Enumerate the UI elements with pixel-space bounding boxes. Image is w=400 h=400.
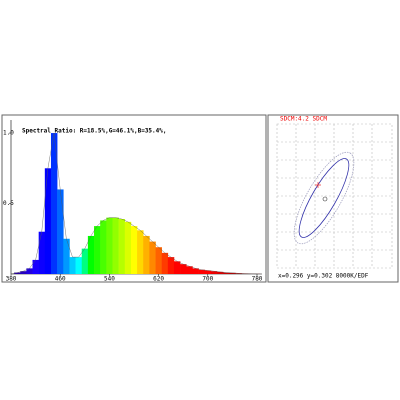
spectrum-bar [38,231,46,274]
spectrum-bar [63,238,70,274]
sdcm-title: SDCM:4.2 SDCM [280,116,327,123]
spectrum-bar [204,270,212,274]
spectrum-bar [235,273,242,274]
x-tick-label: 460 [55,276,66,283]
x-tick-label: 540 [104,276,115,283]
spectrum-bar [112,217,119,274]
spectrum-bar [106,217,113,274]
measured-point [315,182,321,188]
sdcm-panel [267,114,399,283]
spectrum-bar [143,235,150,274]
spectrum-bar [20,271,27,274]
sdcm-footer: x=0.296 y=0.302 8000K/EDF [278,273,369,280]
spectrum-bar [118,219,126,274]
spectrum-bar [192,268,199,274]
spectrum-bar [57,189,64,274]
spectrum-bar [186,266,193,274]
center-point [322,196,328,202]
spectrum-bar [161,252,169,274]
inner-ellipse [298,158,350,238]
x-tick-label: 780 [252,276,263,283]
spectrum-bar [198,269,206,274]
spectrum-bar [149,241,156,274]
spectrum-bar [173,261,181,274]
spectrum-bar [50,133,58,274]
spectrum-bar [217,271,224,274]
spectrum-bar [81,248,89,274]
spectral-ratio: Spectral Ratio: R=18.5%,G=46.1%,B=35.4%, [22,128,167,135]
x-tick-label: 620 [153,276,164,283]
sdcm-grid [276,123,393,269]
spectrum-bar [229,272,236,274]
spectrum-bar [69,257,76,274]
y-tick-label: 1.0 [3,130,14,137]
spectrum-bar [75,257,83,274]
spectrum-bar [94,226,101,274]
outer-ellipse [293,151,355,245]
spectrum-bar [137,230,144,274]
spectrum-bar [155,247,162,274]
x-tick-label: 700 [202,276,213,283]
spectrum-bar [180,264,187,274]
spectrum-panel [1,114,267,283]
spectrum-bar [130,226,138,274]
spectrum-bar [167,257,175,274]
spectrum-bar [124,221,132,274]
spectrum-bar [210,271,218,274]
spectrum-bar [26,268,33,274]
spectrum-bar [32,259,39,274]
y-tick-label: 0.5 [3,200,14,207]
spectrum-line [10,133,258,275]
spectrum-bar [100,220,107,274]
spectrum-bar [14,272,21,274]
spectrum-bar [87,235,95,274]
spectrum-bar [223,272,230,274]
spectrum-bar [44,168,52,274]
x-tick-label: 380 [6,276,17,283]
